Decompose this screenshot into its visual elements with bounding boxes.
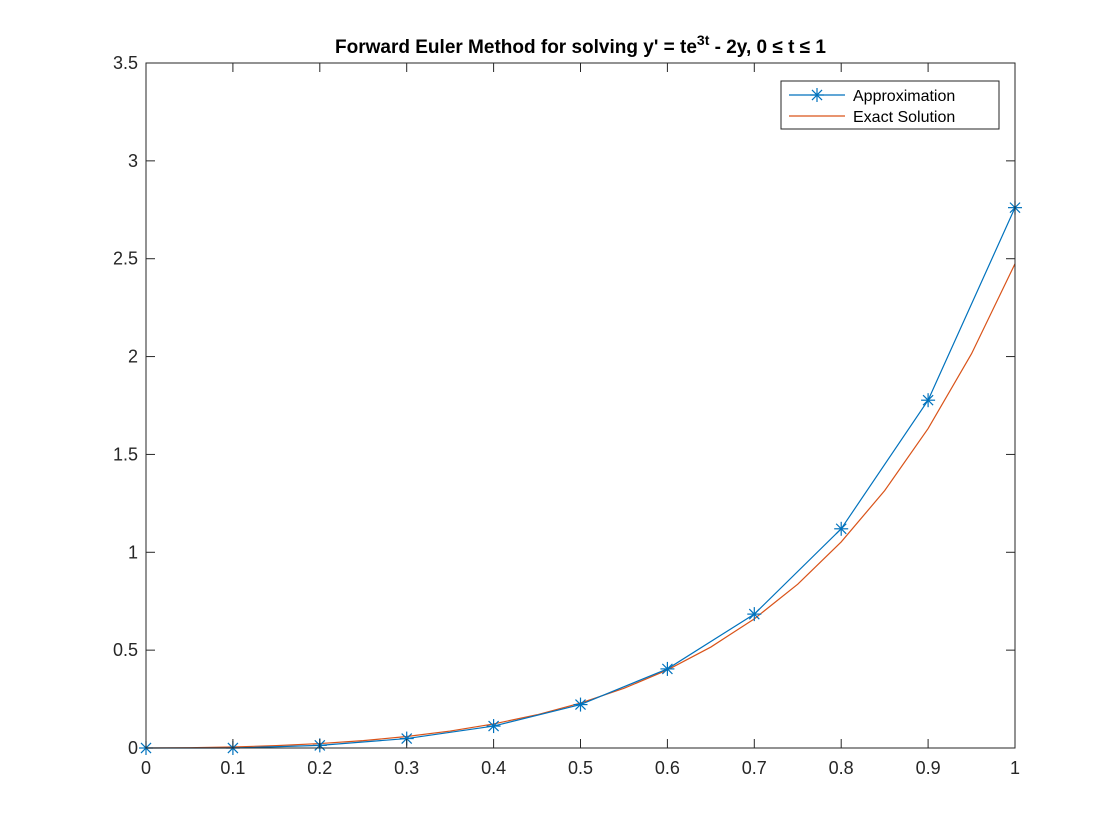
- data-point: [660, 661, 675, 676]
- axes-layer: 0 0.1 0.2 0.3 0.4 0.5 0.6 0.7 0.8 0.9 1 0 0.5 1 1.5 2 2.…: [113, 53, 1020, 778]
- x-tick-label: 0.2: [307, 758, 332, 778]
- title-superscript: 3t: [697, 32, 710, 48]
- y-tick-label: 0.5: [113, 640, 138, 660]
- y-tick-label: 2: [128, 347, 138, 367]
- y-tick-label: 0: [128, 738, 138, 758]
- legend-marker: [810, 88, 824, 102]
- x-tick-label: 0.3: [394, 758, 419, 778]
- x-tick-label: 0.4: [481, 758, 506, 778]
- x-tick-label: 0.8: [829, 758, 854, 778]
- legend[interactable]: Approximation Exact Solution: [780, 80, 1000, 130]
- x-tick-label: 1: [1010, 758, 1020, 778]
- x-tick-label: 0.1: [220, 758, 245, 778]
- legend-items: Approximation Exact Solution: [789, 88, 955, 126]
- chart-title: Forward Euler Method for solving y' = te…: [335, 32, 826, 58]
- y-tick-label: 1.5: [113, 444, 138, 464]
- legend-item-exact-solution[interactable]: Exact Solution: [789, 109, 955, 126]
- x-tick-label: 0.6: [655, 758, 680, 778]
- y-tick-label: 3.5: [113, 53, 138, 73]
- y-tick-label: 1: [128, 542, 138, 562]
- data-point: [486, 719, 501, 734]
- x-tick-label: 0.9: [916, 758, 941, 778]
- title-rest: - 2y, 0 ≤ t ≤ 1: [709, 37, 826, 58]
- legend-item-approximation[interactable]: Approximation: [789, 88, 955, 105]
- x-tick-label: 0.7: [742, 758, 767, 778]
- y-tick-label: 3: [128, 151, 138, 171]
- data-point: [921, 393, 936, 408]
- plot-area: [146, 63, 1015, 748]
- x-tick-label: 0.5: [568, 758, 593, 778]
- data-point: [747, 607, 762, 622]
- y-tick-label: 2.5: [113, 249, 138, 269]
- x-tick-label: 0: [141, 758, 151, 778]
- data-point: [834, 521, 849, 536]
- title-main: Forward Euler Method for solving y' = te: [335, 37, 697, 58]
- data-point: [573, 697, 588, 712]
- legend-label: Approximation: [853, 88, 955, 105]
- legend-label: Exact Solution: [853, 109, 955, 126]
